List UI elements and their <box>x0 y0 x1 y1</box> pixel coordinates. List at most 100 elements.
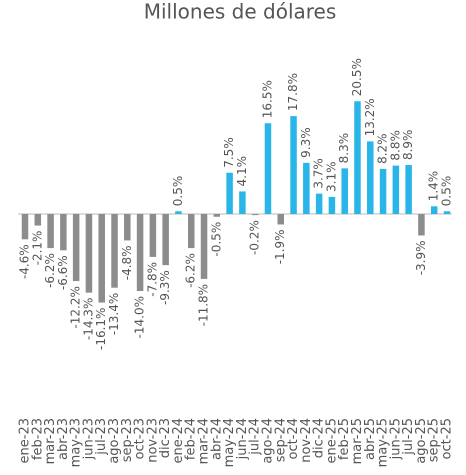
bar <box>34 214 42 226</box>
bar <box>328 196 336 214</box>
value-label: 0.5% <box>171 176 185 207</box>
x-tick-label: ago-25 <box>414 418 429 464</box>
x-tick-label: sep-23 <box>120 418 135 462</box>
x-tick-label: dic-23 <box>158 418 173 458</box>
value-label: -0.2% <box>248 220 262 255</box>
bar <box>251 214 259 216</box>
chart-title: Millones de dólares <box>144 0 337 24</box>
x-tick-label: mar-23 <box>43 418 58 464</box>
x-tick-label: oct-24 <box>286 418 301 459</box>
value-label: -14.0% <box>133 296 147 338</box>
value-label: -2.1% <box>30 231 44 266</box>
value-label: 3.7% <box>312 158 326 189</box>
x-tick-label: abr-23 <box>56 418 71 460</box>
value-label: 8.9% <box>401 130 415 161</box>
x-tick-label: mar-25 <box>350 418 365 464</box>
x-tick-label: jul-23 <box>94 418 109 456</box>
bar <box>162 214 169 266</box>
x-tick-label: sep-24 <box>273 418 288 462</box>
bar <box>60 214 67 251</box>
bar <box>21 214 29 240</box>
value-label: -4.8% <box>120 245 134 280</box>
x-tick-label: feb-23 <box>30 418 45 460</box>
bar <box>226 172 233 214</box>
x-tick-label: may-23 <box>69 418 84 467</box>
value-label: -1.9% <box>273 229 287 264</box>
value-label: 20.5% <box>350 58 364 96</box>
value-label: -6.2% <box>43 253 57 288</box>
bar <box>213 214 221 217</box>
bar <box>72 214 80 282</box>
value-label: 17.8% <box>286 73 300 111</box>
bar <box>418 214 425 236</box>
value-label: -6.6% <box>56 255 70 290</box>
value-label: 7.5% <box>222 137 236 168</box>
bar <box>367 141 374 214</box>
x-tick-label: may-25 <box>376 418 391 467</box>
value-label: -14.3% <box>81 298 95 340</box>
bar <box>85 214 93 293</box>
bar <box>111 214 118 288</box>
bar <box>290 116 297 214</box>
x-tick-label: jun-25 <box>388 418 403 460</box>
bar <box>341 168 348 214</box>
x-tick-label: feb-24 <box>184 418 199 460</box>
bar <box>200 214 208 279</box>
value-label: 9.3% <box>299 127 313 158</box>
bar <box>354 101 361 214</box>
value-label: -9.3% <box>158 270 172 305</box>
bar <box>149 214 157 257</box>
x-tick-label: sep-25 <box>427 418 442 462</box>
value-label: -13.4% <box>107 293 121 335</box>
value-label: 4.1% <box>235 156 249 186</box>
value-label: -11.8% <box>197 284 211 326</box>
bar <box>47 214 54 249</box>
x-tick-label: may-24 <box>222 418 237 467</box>
x-tick-label: ene-25 <box>324 418 339 463</box>
x-tick-label: jun-23 <box>81 418 96 460</box>
value-label: -6.2% <box>184 253 198 288</box>
bar <box>443 211 451 214</box>
x-tick-label: jun-24 <box>235 418 250 460</box>
value-label: 13.2% <box>363 98 377 136</box>
x-tick-label: ene-23 <box>18 418 33 463</box>
value-label: -12.2% <box>69 286 83 328</box>
x-tick-label: dic-24 <box>312 418 327 458</box>
x-tick-label: jul-24 <box>248 418 263 456</box>
x-tick-label: nov-24 <box>299 418 314 463</box>
x-tick-label: ago-23 <box>107 418 122 464</box>
value-label: -7.8% <box>145 262 159 297</box>
bar <box>239 191 246 214</box>
bar <box>379 168 387 214</box>
bar <box>392 165 400 214</box>
x-tick-label: ene-24 <box>171 418 186 463</box>
value-label: 8.3% <box>337 133 351 164</box>
x-tick-label: oct-23 <box>133 418 148 459</box>
value-label: 8.8% <box>388 130 402 161</box>
value-label: -0.5% <box>209 222 223 257</box>
bar <box>124 214 131 241</box>
value-label: 1.4% <box>427 171 441 202</box>
x-tick-label: jul-25 <box>401 418 416 456</box>
value-label: 8.2% <box>376 133 390 164</box>
x-tick-label: ago-24 <box>260 418 275 464</box>
value-label: 16.5% <box>260 80 274 118</box>
value-label: -4.6% <box>18 244 32 279</box>
bar <box>303 162 310 214</box>
x-tick-label: abr-24 <box>209 418 224 460</box>
x-tick-label: abr-25 <box>363 418 378 460</box>
x-tick-label: nov-23 <box>145 418 160 463</box>
bar <box>187 214 195 249</box>
bar <box>175 211 182 214</box>
bar <box>315 193 323 214</box>
bar <box>98 214 105 303</box>
x-tick-label: mar-24 <box>197 418 212 464</box>
bar <box>405 165 412 214</box>
x-tick-label: oct-25 <box>440 418 455 459</box>
x-tick-label: feb-25 <box>337 418 352 460</box>
value-label: -16.1% <box>94 308 108 350</box>
value-label: 3.1% <box>324 161 338 192</box>
bar <box>264 123 272 214</box>
bar <box>277 214 285 225</box>
